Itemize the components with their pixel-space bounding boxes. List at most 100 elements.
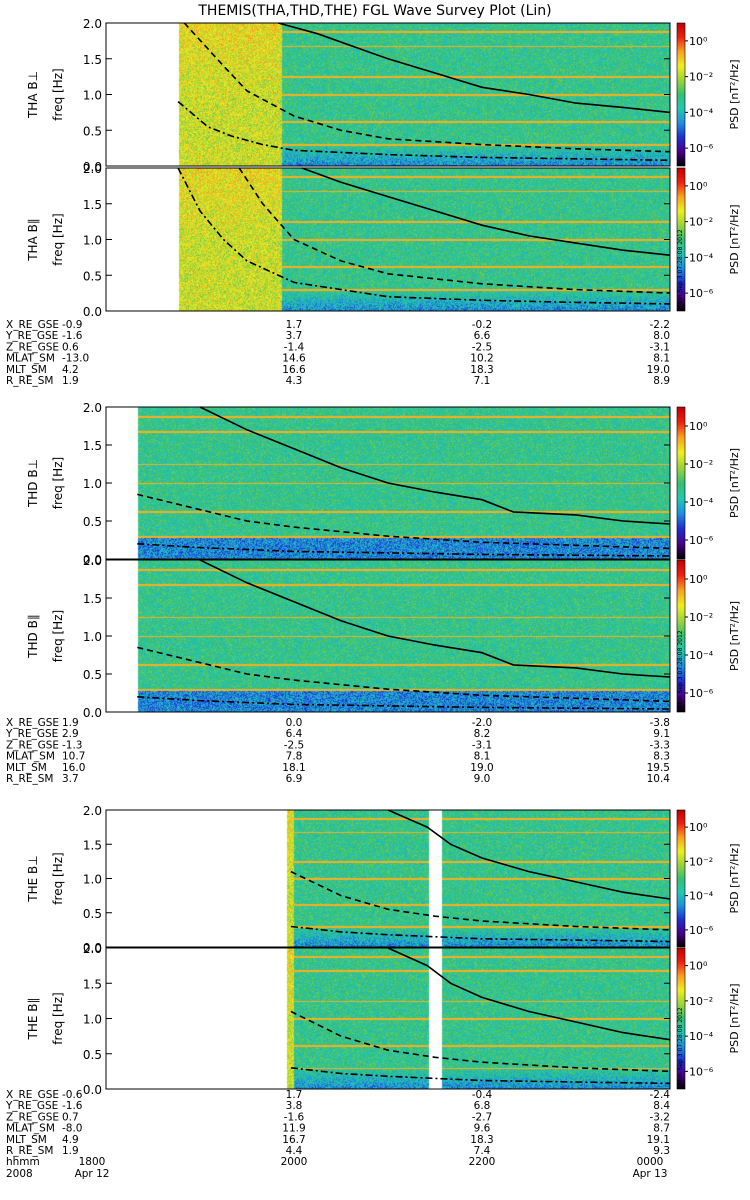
spectrogram-panel-tha-par: 0.0 0.5 1.0 1.5 2.0 THA B∥ freq [Hz] 10⁰ 10⁻² 10⁻… — [26, 162, 741, 319]
y-tick-label: 0.5 — [83, 515, 102, 529]
ephemeris-row-label: Y_RE_GSE — [5, 330, 58, 342]
ephemeris-value: -1.6 — [62, 1100, 83, 1112]
ephemeris-value: 18.3 — [470, 1134, 493, 1146]
colorbar-tick-label: 10⁰ — [689, 180, 708, 193]
ephemeris-value: -2.2 — [650, 319, 671, 331]
panel-freq-label: freq [Hz] — [51, 457, 65, 509]
ephemeris-value: -0.2 — [472, 319, 493, 331]
y-tick-label: 0.0 — [83, 1083, 102, 1097]
ephemeris-value: 8.1 — [474, 751, 491, 763]
ephemeris-table-tha: X_RE_GSE -0.9 1.7 -0.2 -2.2 Y_RE_GSE -1.6 3.7 6.… — [5, 319, 670, 387]
colorbar: 10⁰ 10⁻² 10⁻⁴ 10⁻⁶ PSD [nT²/Hz] — [676, 22, 741, 167]
ephemeris-value: 4.2 — [62, 364, 79, 376]
ephemeris-value: -2.7 — [472, 1111, 493, 1123]
y-tick-label: 1.0 — [83, 1013, 102, 1027]
ephemeris-value: 1.9 — [62, 717, 79, 729]
dashed-frequency-curve — [290, 1010, 671, 1073]
y-tick-label: 2.0 — [83, 17, 102, 31]
ephemeris-value: 3.7 — [62, 773, 79, 785]
colorbar-tick-label: 10⁰ — [689, 960, 708, 973]
y-tick-label: 1.5 — [83, 198, 102, 212]
panel-freq-label: freq [Hz] — [51, 992, 65, 1044]
ephemeris-value: 8.4 — [653, 1100, 670, 1112]
y-tick-label: 1.5 — [83, 977, 102, 991]
colorbar-tick-label: 10⁻⁶ — [689, 924, 714, 937]
colorbar: 10⁰ 10⁻² 10⁻⁴ 10⁻⁶ PSD [nT²/Hz] — [676, 406, 741, 560]
colorbar-tick-label: 10⁻⁶ — [689, 687, 714, 700]
y-tick-label: 2.0 — [83, 942, 102, 956]
colorbar-tick-label: 10⁻⁶ — [689, 287, 714, 300]
solid-frequency-curve — [199, 406, 671, 525]
panel-probe-label: THE B∥ — [26, 998, 40, 1041]
spectrogram-image — [106, 168, 670, 311]
ephemeris-row-label: R_RE_SM — [6, 1145, 53, 1157]
solid-frequency-curve — [301, 167, 671, 256]
ephemeris-value: 19.0 — [470, 762, 493, 774]
y-tick-label: 2.0 — [83, 401, 102, 415]
ephemeris-value: -3.8 — [650, 717, 671, 729]
x-tick-label: 1800 — [79, 1156, 106, 1168]
spectrogram-panel-the-perp: 0.0 0.5 1.0 1.5 2.0 THE B⊥ freq [Hz] 10⁰ 10⁻² 10⁻… — [26, 804, 741, 955]
colorbar-tick-label: 10⁻² — [689, 855, 713, 868]
dotdash-frequency-curve — [290, 925, 671, 943]
ephemeris-value: 8.2 — [474, 728, 491, 740]
colorbar-tick-label: 10⁻² — [689, 611, 713, 624]
colorbar-scale — [676, 22, 686, 167]
ephemeris-value: 14.6 — [282, 353, 306, 365]
panel-freq-label: freq [Hz] — [51, 68, 65, 120]
dotdash-frequency-curve — [290, 1067, 671, 1085]
ephemeris-value: 11.9 — [282, 1123, 305, 1135]
y-tick-label: 0.0 — [83, 553, 102, 567]
ephemeris-value: -3.3 — [650, 739, 671, 751]
ephemeris-value: -3.1 — [472, 739, 493, 751]
x-tick-label: 2200 — [469, 1156, 496, 1168]
dashed-frequency-curve — [290, 870, 671, 931]
ephemeris-value: 16.6 — [282, 364, 306, 376]
ephemeris-tables: X_RE_GSE -0.9 1.7 -0.2 -2.2Y_RE_GSE -1.6 3.7 6.… — [5, 319, 670, 1157]
y-tick-label: 0.5 — [83, 907, 102, 921]
solid-frequency-curve — [278, 22, 671, 114]
colorbar-scale — [676, 809, 686, 948]
ephemeris-value: 8.1 — [653, 353, 670, 365]
ephemeris-value: -2.5 — [284, 739, 305, 751]
colorbar-tick-label: 10⁻² — [689, 995, 713, 1008]
colorbar-tick-label: 10⁻⁴ — [689, 890, 714, 903]
ephemeris-value: 7.4 — [474, 1145, 491, 1157]
colorbar-tick-label: 10⁻⁴ — [689, 251, 714, 264]
y-tick-label: 0.5 — [83, 668, 102, 682]
ephemeris-row-label: Y_RE_GSE — [5, 1100, 58, 1112]
colorbar-scale — [676, 167, 686, 312]
ephemeris-value: 8.7 — [653, 1123, 670, 1135]
panel-probe-label: THD B∥ — [26, 614, 40, 659]
x-tick-label: 0000 — [637, 1156, 664, 1168]
ephemeris-row-label: X_RE_GSE — [6, 1089, 59, 1101]
colorbar-label: PSD [nT²/Hz] — [728, 448, 741, 518]
spectrogram-image — [106, 23, 670, 166]
colorbar-tick-label: 10⁻² — [689, 458, 713, 471]
spectrogram-panel-thd-perp: 0.0 0.5 1.0 1.5 2.0 THD B⊥ freq [Hz] 10⁰ 10⁻² 10⁻… — [26, 401, 741, 567]
ephemeris-row-label: X_RE_GSE — [6, 717, 59, 729]
y-tick-label: 1.0 — [83, 234, 102, 248]
y-tick-label: 1.0 — [83, 630, 102, 644]
dotdash-frequency-curve — [177, 167, 671, 305]
ephemeris-value: 9.3 — [653, 1145, 670, 1157]
y-tick-label: 1.5 — [83, 53, 102, 67]
ephemeris-value: 3.7 — [286, 330, 303, 342]
y-tick-label: 1.0 — [83, 89, 102, 103]
ephemeris-value: 6.9 — [286, 773, 303, 785]
panel-freq-label: freq [Hz] — [51, 610, 65, 662]
colorbar: 10⁰ 10⁻² 10⁻⁴ 10⁻⁶ PSD [nT²/Hz] Mon Sep 3 07:… — [676, 167, 741, 312]
ephemeris-row-label: R_RE_SM — [6, 773, 53, 785]
ephemeris-value: -3.2 — [650, 1111, 671, 1123]
ephemeris-value: 1.9 — [62, 1145, 79, 1157]
y-tick-label: 0.0 — [83, 160, 102, 174]
ephemeris-value: -0.6 — [62, 1089, 83, 1101]
solid-frequency-curve — [387, 809, 671, 900]
y-tick-label: 2.0 — [83, 804, 102, 818]
colorbar-tick-label: 10⁰ — [689, 420, 708, 433]
ephemeris-row-label: R_RE_SM — [6, 375, 53, 387]
colorbar-label: PSD [nT²/Hz] — [728, 843, 741, 913]
ephemeris-row-label: X_RE_GSE — [6, 319, 59, 331]
ephemeris-value: 1.7 — [286, 319, 303, 331]
figure-title: THEMIS(THA,THD,THE) FGL Wave Survey Plot… — [197, 3, 551, 19]
